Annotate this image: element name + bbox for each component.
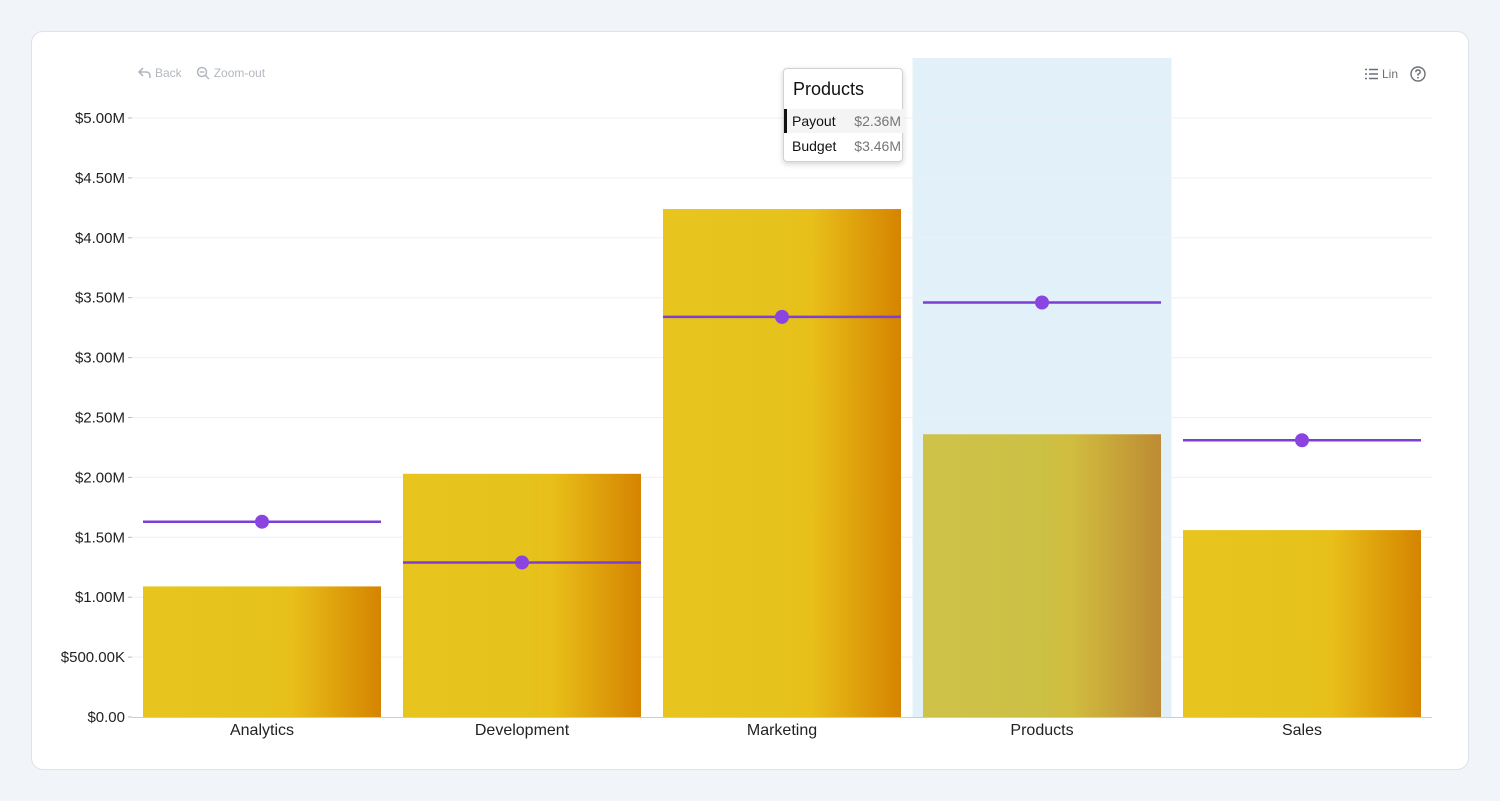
scale-toggle-button[interactable]: Lin bbox=[1364, 67, 1398, 81]
bar-analytics[interactable] bbox=[143, 586, 381, 717]
bar-products[interactable] bbox=[923, 434, 1161, 717]
x-category-label: Sales bbox=[1282, 722, 1322, 739]
tooltip-row-value: $3.46M bbox=[854, 138, 901, 154]
x-category-label: Marketing bbox=[747, 722, 817, 739]
y-tick-label: $4.50M bbox=[75, 170, 125, 187]
budget-marker-development[interactable] bbox=[515, 555, 529, 570]
y-tick-label: $3.50M bbox=[75, 290, 125, 307]
help-button[interactable] bbox=[1410, 66, 1426, 82]
help-icon bbox=[1410, 66, 1426, 82]
y-tick-label: $500.00K bbox=[61, 649, 125, 666]
chart-toolbar-right: Lin bbox=[1364, 66, 1426, 82]
x-category-label: Analytics bbox=[230, 722, 294, 739]
budget-marker-marketing[interactable] bbox=[775, 309, 789, 324]
list-icon bbox=[1364, 68, 1378, 80]
y-tick-label: $1.00M bbox=[75, 589, 125, 606]
back-button[interactable]: Back bbox=[138, 66, 182, 80]
budget-marker-sales[interactable] bbox=[1295, 433, 1309, 448]
zoom-out-button[interactable]: Zoom-out bbox=[196, 66, 265, 80]
bar-marketing[interactable] bbox=[663, 209, 901, 717]
y-tick-label: $2.50M bbox=[75, 410, 125, 427]
chart-toolbar-left: Back Zoom-out bbox=[138, 66, 265, 80]
tooltip-title: Products bbox=[793, 79, 865, 99]
zoom-out-label: Zoom-out bbox=[213, 66, 266, 80]
y-tick-label: $4.00M bbox=[75, 230, 125, 247]
tooltip-row-name: Budget bbox=[792, 138, 837, 154]
back-arrow-icon bbox=[138, 67, 151, 78]
bar-sales[interactable] bbox=[1183, 530, 1421, 717]
scale-label: Lin bbox=[1381, 67, 1398, 81]
y-tick-label: $2.00M bbox=[75, 469, 125, 486]
tooltip-row-payout: Payout $2.36M bbox=[784, 109, 905, 133]
y-tick-label: $3.00M bbox=[75, 350, 125, 367]
tooltip: Products Payout $2.36M Budget $3.46M bbox=[783, 68, 905, 162]
y-tick-label: $1.50M bbox=[75, 529, 125, 546]
tooltip-row-budget: Budget $3.46M bbox=[784, 134, 905, 158]
x-category-label: Development bbox=[475, 722, 570, 739]
bar-development[interactable] bbox=[403, 473, 641, 717]
tooltip-row-name: Payout bbox=[792, 113, 836, 129]
y-tick-label: $5.00M bbox=[75, 110, 125, 127]
tooltip-row-value: $2.36M bbox=[854, 113, 901, 129]
y-tick-label: $0.00 bbox=[87, 709, 125, 726]
back-label: Back bbox=[155, 66, 182, 80]
zoom-out-icon bbox=[196, 66, 210, 80]
x-category-label: Products bbox=[1010, 722, 1073, 739]
budget-marker-analytics[interactable] bbox=[255, 514, 269, 529]
budget-marker-products[interactable] bbox=[1035, 295, 1049, 310]
